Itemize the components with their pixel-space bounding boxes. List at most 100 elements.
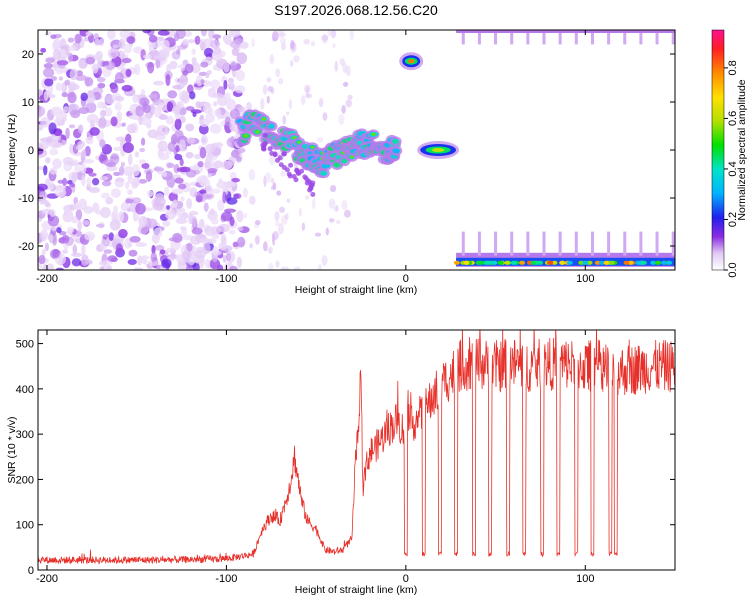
noise-speckle [234,85,246,94]
noise-speckle [334,60,338,72]
tone-0hz-peak [431,148,445,152]
noise-speckle [181,91,190,104]
noise-speckle [53,38,61,50]
noise-speckle [98,38,105,47]
noise-speckle [186,242,193,252]
noise-speckle [229,216,235,227]
band-peak [655,260,662,265]
noise-speckle [41,266,49,270]
noise-speckle [328,198,336,209]
noise-speckle [217,223,230,233]
noise-speckle [38,105,46,117]
noise-speckle [225,180,235,188]
noise-speckle [125,133,132,144]
band-peak [537,260,544,265]
noise-speckle [75,74,87,81]
noise-speckle [242,187,248,198]
noise-speckle [38,124,44,131]
noise-speckle [52,249,60,258]
noise-speckle [99,266,105,270]
noise-speckle [254,220,261,226]
noise-speckle [191,216,198,228]
noise-speckle [293,55,300,63]
spectrogram-y-tick-label: 20 [22,49,34,61]
noise-speckle [82,220,90,226]
tone-20hz-peak [408,59,415,64]
noise-speckle [163,186,170,197]
noise-speckle [342,81,349,87]
noise-speckle [131,197,142,204]
noise-speckle [277,30,285,39]
noise-speckle [98,116,107,129]
noise-speckle [69,143,74,154]
band-striation [655,231,659,256]
noise-speckle [293,266,301,270]
noise-speckle [140,227,148,235]
noise-speckle [71,216,79,224]
noise-speckle [49,148,59,156]
spectrogram-x-tick-label: -100 [215,273,237,285]
noise-speckle [67,226,75,234]
noise-speckle [230,135,235,148]
band-striation [623,231,627,256]
snr-y-axis-label: SNR (10 * v/v) [6,416,18,483]
noise-speckle [171,188,184,195]
noise-speckle [192,261,200,270]
snr-y-tick-label: 200 [16,474,34,486]
streak-core [333,162,342,168]
spectrogram-marks [38,30,675,270]
noise-speckle [286,198,291,204]
noise-speckle [74,33,82,44]
band-striation [639,231,643,256]
streak-tail [294,167,300,173]
noise-speckle [168,237,180,242]
noise-speckle [167,90,178,99]
band-peak [482,260,489,265]
noise-speckle [185,123,195,132]
noise-speckle [131,164,140,177]
noise-speckle [207,173,212,178]
noise-speckle [268,154,276,166]
noise-speckle [288,98,293,110]
noise-speckle [229,265,238,270]
noise-speckle [174,153,183,161]
noise-speckle [44,157,51,164]
snr-y-tick-label: 400 [16,384,34,396]
noise-speckle [108,232,114,241]
noise-speckle [224,208,237,213]
noise-speckle [122,142,134,154]
noise-speckle [95,223,105,228]
noise-speckle [52,142,62,148]
noise-speckle [152,80,165,86]
noise-speckle [177,183,187,190]
noise-speckle [267,85,274,92]
noise-speckle [61,249,69,255]
noise-speckle [68,124,76,129]
band-peak [586,260,593,265]
noise-speckle [113,205,119,213]
noise-speckle [188,39,195,44]
noise-speckle [146,190,154,198]
noise-speckle [166,175,176,188]
noise-speckle [127,172,133,185]
noise-speckle [179,226,187,231]
band-striation [607,231,611,256]
noise-speckle [311,197,316,210]
noise-speckle [47,214,60,227]
snr-marks [38,330,675,565]
band-peak [453,260,460,265]
colorbar-tick-label: 0.2 [727,212,739,227]
top-striation [461,30,465,45]
noise-speckle [57,179,64,184]
noise-speckle [83,159,94,164]
noise-speckle [200,79,205,84]
band-peak [504,260,511,265]
noise-speckle [200,61,209,68]
noise-speckle [172,199,178,208]
streak-tail [267,146,273,152]
band-striation [558,231,562,256]
noise-speckle [280,266,286,270]
spectrogram-x-tick-label: 100 [576,273,594,285]
noise-speckle [278,77,284,85]
noise-speckle [202,192,215,200]
